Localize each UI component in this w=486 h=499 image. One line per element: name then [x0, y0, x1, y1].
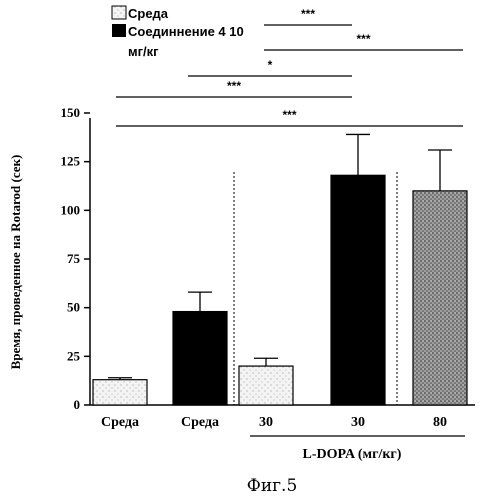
category-labels: Среда Среда 30 30 80 — [101, 415, 447, 430]
category-label: 30 — [351, 415, 365, 430]
y-tick-label: 50 — [67, 300, 80, 315]
bar — [413, 191, 467, 405]
category-label: 30 — [259, 415, 273, 430]
y-axis-label: Время, проведенное на Rotarod (сек) — [8, 155, 23, 370]
legend-label-compound: Соединнение 4 10 — [128, 24, 244, 39]
y-tick-label: 100 — [61, 202, 81, 217]
bars — [93, 134, 467, 405]
category-label: Среда — [101, 415, 139, 430]
legend-swatch-vehicle — [112, 6, 126, 19]
y-tick-label: 75 — [67, 251, 81, 266]
significance-label: *** — [282, 108, 296, 122]
legend: Среда Соединнение 4 10 мг/кг — [112, 6, 244, 59]
significance-label: * — [268, 58, 273, 72]
significance-label: *** — [227, 79, 241, 93]
legend-swatch-compound — [112, 24, 126, 37]
category-label: 80 — [433, 415, 447, 430]
bar — [173, 312, 227, 405]
bar — [331, 175, 385, 405]
y-ticks: 0 25 50 75 100 125 150 — [61, 105, 91, 412]
significance-label: *** — [301, 7, 315, 21]
bar — [239, 366, 293, 405]
category-label: Среда — [181, 415, 219, 430]
bar — [93, 380, 147, 405]
figure-caption: Фиг.5 — [247, 476, 298, 496]
y-tick-label: 150 — [61, 105, 81, 120]
y-axis: 0 25 50 75 100 125 150 — [61, 105, 91, 412]
ldopa-group-label: L-DOPA (мг/кг) — [303, 447, 402, 462]
y-tick-label: 125 — [61, 154, 81, 169]
legend-label-vehicle: Среда — [128, 6, 169, 21]
legend-label-compound-line2: мг/кг — [128, 44, 159, 59]
y-tick-label: 25 — [67, 348, 81, 363]
significance-label: *** — [356, 32, 370, 46]
y-tick-label: 0 — [74, 397, 81, 412]
